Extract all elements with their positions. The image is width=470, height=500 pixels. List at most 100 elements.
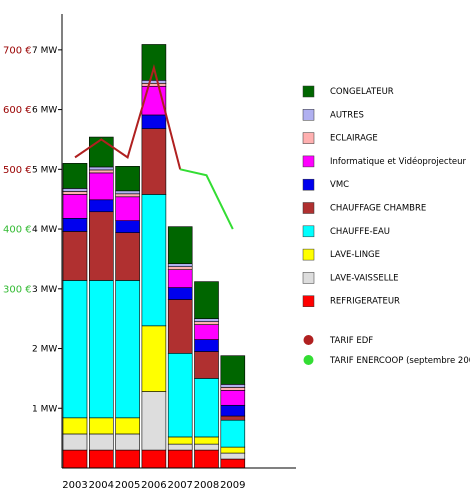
bar-segment-2007-7 xyxy=(167,266,193,270)
bar-segment-2003-2 xyxy=(62,417,88,435)
bar-segment-2005-2 xyxy=(115,417,140,435)
bar-segment-2005-3 xyxy=(115,280,140,419)
bar-segment-2003-6 xyxy=(62,194,88,219)
legend-label: CHAUFFAGE CHAMBRE xyxy=(330,204,426,214)
legend-swatch xyxy=(302,178,315,191)
bar-segment-2005-8 xyxy=(115,190,140,195)
bar-segment-2005-5 xyxy=(115,220,140,233)
bar-segment-2003-7 xyxy=(62,191,88,195)
bar-segment-2008-7 xyxy=(194,321,219,325)
bar-segment-2009-3 xyxy=(220,419,246,448)
legend-swatch xyxy=(302,202,315,214)
legend-swatch xyxy=(302,132,315,144)
legend-marker xyxy=(303,355,314,365)
bar-segment-2003-4 xyxy=(62,231,88,281)
bar-segment-2009-6 xyxy=(220,390,246,406)
bar-segment-2004-2 xyxy=(89,417,114,435)
bar-segment-2009-4 xyxy=(220,415,246,421)
bar-segment-2009-7 xyxy=(220,387,246,391)
bar-segment-2005-1 xyxy=(115,433,140,451)
bar-segment-2006-2 xyxy=(141,325,167,392)
bar-segment-2004-7 xyxy=(89,169,114,174)
x-tick-label: 2006 xyxy=(141,480,166,491)
y-tick-label: 1 MW xyxy=(32,404,57,414)
x-tick-label: 2009 xyxy=(220,480,245,491)
bar-segment-2006-9 xyxy=(141,44,167,81)
bar-segment-2005-4 xyxy=(115,232,140,281)
bar-segment-2007-0 xyxy=(167,449,193,469)
bar-segment-2007-8 xyxy=(167,263,193,267)
bar-segment-2005-9 xyxy=(115,166,140,192)
legend: CONGELATEUR AUTRES ECLAIRAGE Informatique e… xyxy=(302,85,470,366)
y-tick-label: 5 MW xyxy=(32,165,57,175)
bar-segment-2006-1 xyxy=(141,391,167,451)
bar-segment-2003-1 xyxy=(62,433,88,451)
bar-segment-2009-5 xyxy=(220,404,246,417)
legend-label: CONGELATEUR xyxy=(330,87,394,97)
bar-segment-2008-9 xyxy=(194,281,219,319)
bar-segment-2008-6 xyxy=(194,324,219,340)
bar-segment-2005-0 xyxy=(115,449,140,469)
tariff-line-1 xyxy=(179,168,234,230)
legend-label: CHAUFFE-EAU xyxy=(330,227,390,237)
y-tick-label: 2 MW xyxy=(32,345,57,355)
legend-swatch xyxy=(302,155,315,168)
y-tick-label: 3 MW xyxy=(32,285,57,295)
bar-segment-2007-2 xyxy=(167,436,193,445)
bars-group xyxy=(62,44,246,469)
bar-segment-2008-8 xyxy=(194,318,219,322)
bar-segment-2009-2 xyxy=(220,446,246,454)
legend-swatch xyxy=(302,272,315,284)
legend-swatch xyxy=(302,85,315,98)
bar-segment-2008-0 xyxy=(194,449,219,469)
axes-group: 1 MW 2 MW 3 MW 4 MW 5 MW 6 MW 7 MW 300 € 400 € 50… xyxy=(3,14,296,491)
y-tick-label: 6 MW xyxy=(32,106,57,116)
bar-segment-2003-8 xyxy=(62,188,88,192)
bar-segment-2009-9 xyxy=(220,355,246,385)
bar-segment-2006-5 xyxy=(141,114,167,129)
x-tick-label: 2008 xyxy=(194,480,219,491)
bar-segment-2006-4 xyxy=(141,128,167,195)
legend-swatch xyxy=(302,225,315,238)
bar-segment-2004-9 xyxy=(89,136,114,168)
price-tick-label: 400 € xyxy=(3,225,32,236)
bar-segment-2007-1 xyxy=(167,443,193,451)
x-tick-label: 2007 xyxy=(167,480,192,491)
bar-segment-2007-3 xyxy=(167,353,193,438)
bar-segment-2004-4 xyxy=(89,211,114,281)
bar-segment-2005-6 xyxy=(115,196,140,221)
tariff-line-0 xyxy=(74,64,182,170)
legend-label: TARIF ENERCOOP (septembre 2007) xyxy=(329,356,470,366)
bar-segment-2008-5 xyxy=(194,339,219,352)
bar-segment-2007-6 xyxy=(167,269,193,288)
legend-label: LAVE-VAISSELLE xyxy=(330,273,399,283)
bar-segment-2006-8 xyxy=(141,80,167,84)
bar-segment-2005-7 xyxy=(115,193,140,198)
bar-segment-2004-5 xyxy=(89,199,114,213)
bar-segment-2007-4 xyxy=(167,299,193,354)
bar-segment-2007-5 xyxy=(167,287,193,300)
bar-segment-2004-6 xyxy=(89,172,114,201)
y-tick-label: 4 MW xyxy=(32,225,57,235)
bar-segment-2006-7 xyxy=(141,82,167,87)
x-tick-label: 2003 xyxy=(62,480,87,491)
bar-segment-2009-8 xyxy=(220,384,246,388)
legend-label: REFRIGERATEUR xyxy=(330,297,400,307)
bar-segment-2008-2 xyxy=(194,436,219,445)
bar-segment-2007-9 xyxy=(167,226,193,265)
bar-segment-2004-8 xyxy=(89,166,114,171)
x-tick-label: 2004 xyxy=(89,480,114,491)
legend-label: ECLAIRAGE xyxy=(330,134,378,144)
bar-segment-2003-3 xyxy=(62,280,88,419)
legend-marker xyxy=(303,335,314,345)
bar-segment-2003-5 xyxy=(62,218,88,232)
bar-segment-2004-0 xyxy=(89,449,114,469)
bar-segment-2003-0 xyxy=(62,449,88,469)
bar-segment-2003-9 xyxy=(62,163,88,189)
price-tick-label: 300 € xyxy=(3,284,32,295)
bar-segment-2004-3 xyxy=(89,280,114,419)
price-tick-label: 600 € xyxy=(3,105,32,116)
y-tick-label: 7 MW xyxy=(32,46,57,56)
legend-label: TARIF EDF xyxy=(329,336,373,346)
bar-segment-2008-4 xyxy=(194,351,219,379)
